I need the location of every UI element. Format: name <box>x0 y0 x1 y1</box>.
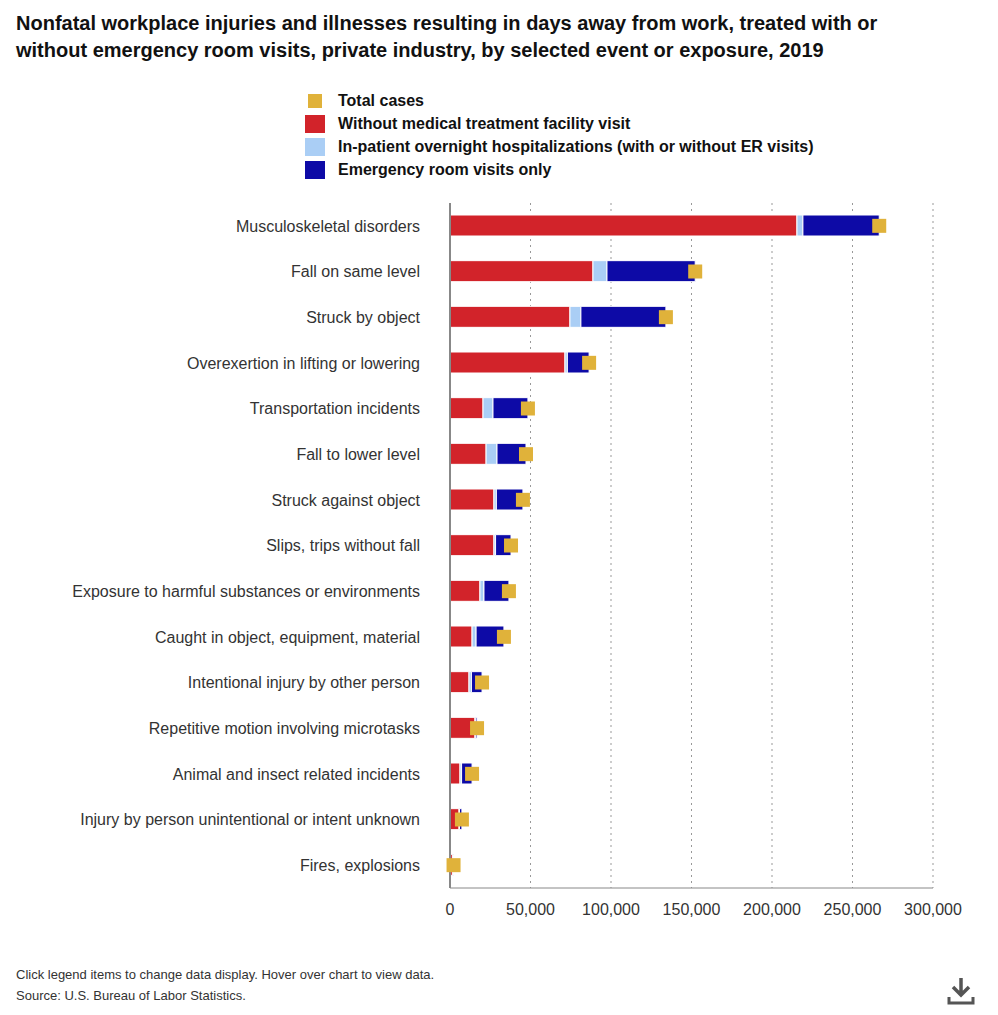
svg-text:150,000: 150,000 <box>663 901 721 918</box>
html-text:In-patient overnight hospitali: In-patient overnight hospitalizations (w… <box>338 137 814 155</box>
svg-text:Struck against object: Struck against object <box>271 492 420 509</box>
svg-text:Exposure to harmful substances: Exposure to harmful substances or enviro… <box>72 583 420 600</box>
svg-text:Fall to lower level: Fall to lower level <box>296 446 420 463</box>
html-text:Without medical treatment faci: Without medical treatment facility visit <box>338 114 631 132</box>
svg-text:50,000: 50,000 <box>506 901 555 918</box>
svg-text:Struck by object: Struck by object <box>306 309 420 326</box>
svg-text:Slips, trips without fall: Slips, trips without fall <box>266 537 420 554</box>
html-text:Click legend items to change d: Click legend items to change data displa… <box>16 967 435 982</box>
svg-text:Fall on same level: Fall on same level <box>291 263 420 280</box>
svg-text:Intentional injury by other pe: Intentional injury by other person <box>188 674 420 691</box>
svg-text:Overexertion in lifting or low: Overexertion in lifting or lowering <box>187 355 420 372</box>
svg-text:Animal and insect related inci: Animal and insect related incidents <box>173 766 420 783</box>
svg-text:100,000: 100,000 <box>582 901 640 918</box>
svg-text:Injury by person unintentional: Injury by person unintentional or intent… <box>80 811 420 828</box>
html-text:Emergency room visits only: Emergency room visits only <box>338 160 552 178</box>
svg-text:200,000: 200,000 <box>743 901 801 918</box>
svg-text:Transportation incidents: Transportation incidents <box>250 400 420 417</box>
html-text:Nonfatal workplace injuries an: Nonfatal workplace injuries and illnesse… <box>16 12 878 61</box>
html-text:Total cases: Total cases <box>338 91 424 109</box>
svg-text:Fires, explosions: Fires, explosions <box>300 857 420 874</box>
svg-text:300,000: 300,000 <box>904 901 962 918</box>
svg-text:Repetitive motion involving mi: Repetitive motion involving microtasks <box>149 720 420 737</box>
svg-text:250,000: 250,000 <box>824 901 882 918</box>
svg-text:Caught in object, equipment, m: Caught in object, equipment, material <box>155 629 420 646</box>
svg-text:0: 0 <box>446 901 455 918</box>
svg-text:Musculoskeletal disorders: Musculoskeletal disorders <box>236 218 420 235</box>
html-text:Source: U.S. Bureau of Labor S: Source: U.S. Bureau of Labor Statistics. <box>16 988 246 1003</box>
